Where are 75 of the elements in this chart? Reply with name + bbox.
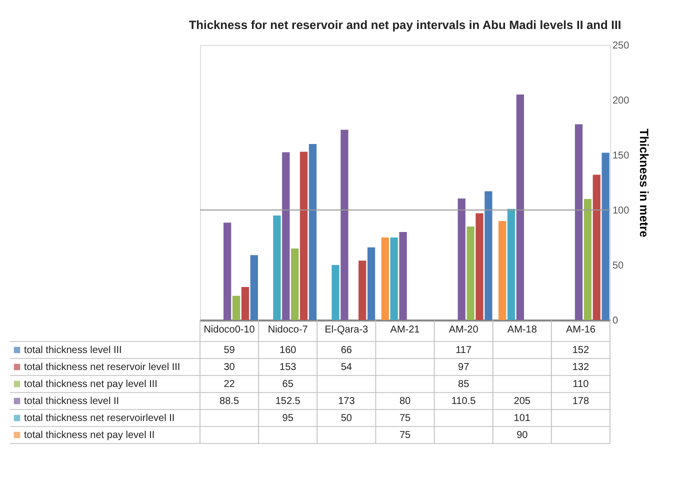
y-tick-label: 200 [612, 96, 630, 106]
bar [308, 144, 317, 320]
x-tick-label: AM-21 [390, 324, 420, 336]
data-label: 75 [399, 430, 411, 441]
bar [476, 213, 484, 320]
data-label: 75 [399, 413, 411, 424]
bar [507, 208, 516, 320]
data-label: 97 [458, 362, 470, 373]
data-label: 152.5 [275, 396, 301, 407]
data-label: 65 [282, 379, 294, 390]
y-tick-label: 0 [612, 316, 618, 326]
data-label: 132 [572, 362, 590, 373]
bar [273, 216, 281, 320]
legend-label: total thickness net reservoir level III [24, 362, 180, 373]
legend-label: total thickness level II [24, 396, 120, 407]
bar [332, 265, 340, 320]
data-label: 205 [514, 396, 531, 407]
data-label: 173 [338, 396, 356, 407]
y-tick-label: 100 [612, 206, 630, 216]
bar [300, 152, 308, 320]
x-tick-label: AM-20 [448, 324, 479, 336]
data-label: 152 [572, 345, 590, 356]
bar [241, 287, 250, 320]
data-label: 178 [572, 396, 590, 407]
bar [458, 198, 466, 320]
x-tick-label: Nidoco0-10 [204, 324, 256, 336]
data-label: 160 [280, 345, 297, 356]
x-tick-label: AM-16 [566, 324, 596, 336]
data-label: 110 [572, 379, 590, 390]
y-tick-label: 50 [612, 260, 624, 272]
data-label: 95 [282, 413, 294, 424]
bar [223, 222, 232, 320]
bar [602, 152, 610, 320]
data-label: 22 [224, 379, 236, 390]
data-label: 117 [456, 345, 472, 356]
bar [232, 296, 240, 320]
bar [574, 124, 583, 320]
data-label: 90 [516, 430, 528, 441]
legend-label: total thickness level III [24, 345, 122, 356]
chart-title: Thickness for net reservoir and net pay intervals in Abu Madi levels II and III [188, 18, 622, 32]
data-label: 50 [340, 413, 352, 424]
bar [399, 232, 407, 320]
y-tick-label: 150 [612, 150, 630, 162]
x-tick-label: Nidoco-7 [268, 324, 308, 336]
legend-label: total thickness net pay level III [24, 379, 158, 390]
data-label: 110.5 [451, 396, 476, 407]
data-label: 66 [340, 345, 352, 356]
data-label: 54 [340, 362, 352, 373]
x-tick-label: AM-18 [507, 324, 538, 336]
bar [466, 226, 474, 320]
bar [358, 260, 366, 320]
y-tick-label: 250 [612, 40, 630, 52]
legend-label: total thickness net pay level II [24, 430, 155, 441]
legend-label: total thickness net reservoirlevel II [24, 413, 175, 424]
data-label: 101 [514, 413, 531, 424]
bar [592, 174, 600, 320]
bar [390, 238, 398, 320]
bar [516, 94, 524, 320]
bar [381, 238, 389, 320]
data-label: 153 [280, 362, 297, 373]
data-label: 80 [399, 396, 411, 407]
data-label: 88.5 [220, 396, 240, 407]
bar [340, 130, 348, 320]
bar [367, 247, 376, 320]
bar [498, 221, 506, 320]
bar [584, 199, 592, 320]
bar [250, 255, 258, 320]
bar [282, 152, 290, 320]
data-label: 85 [458, 379, 470, 390]
data-label: 30 [224, 362, 236, 373]
bar [484, 191, 492, 320]
data-label: 59 [224, 345, 236, 356]
y-axis-title: Thickness in metre [637, 128, 652, 238]
x-tick-label: El-Qara-3 [324, 324, 369, 336]
bar [291, 248, 299, 320]
